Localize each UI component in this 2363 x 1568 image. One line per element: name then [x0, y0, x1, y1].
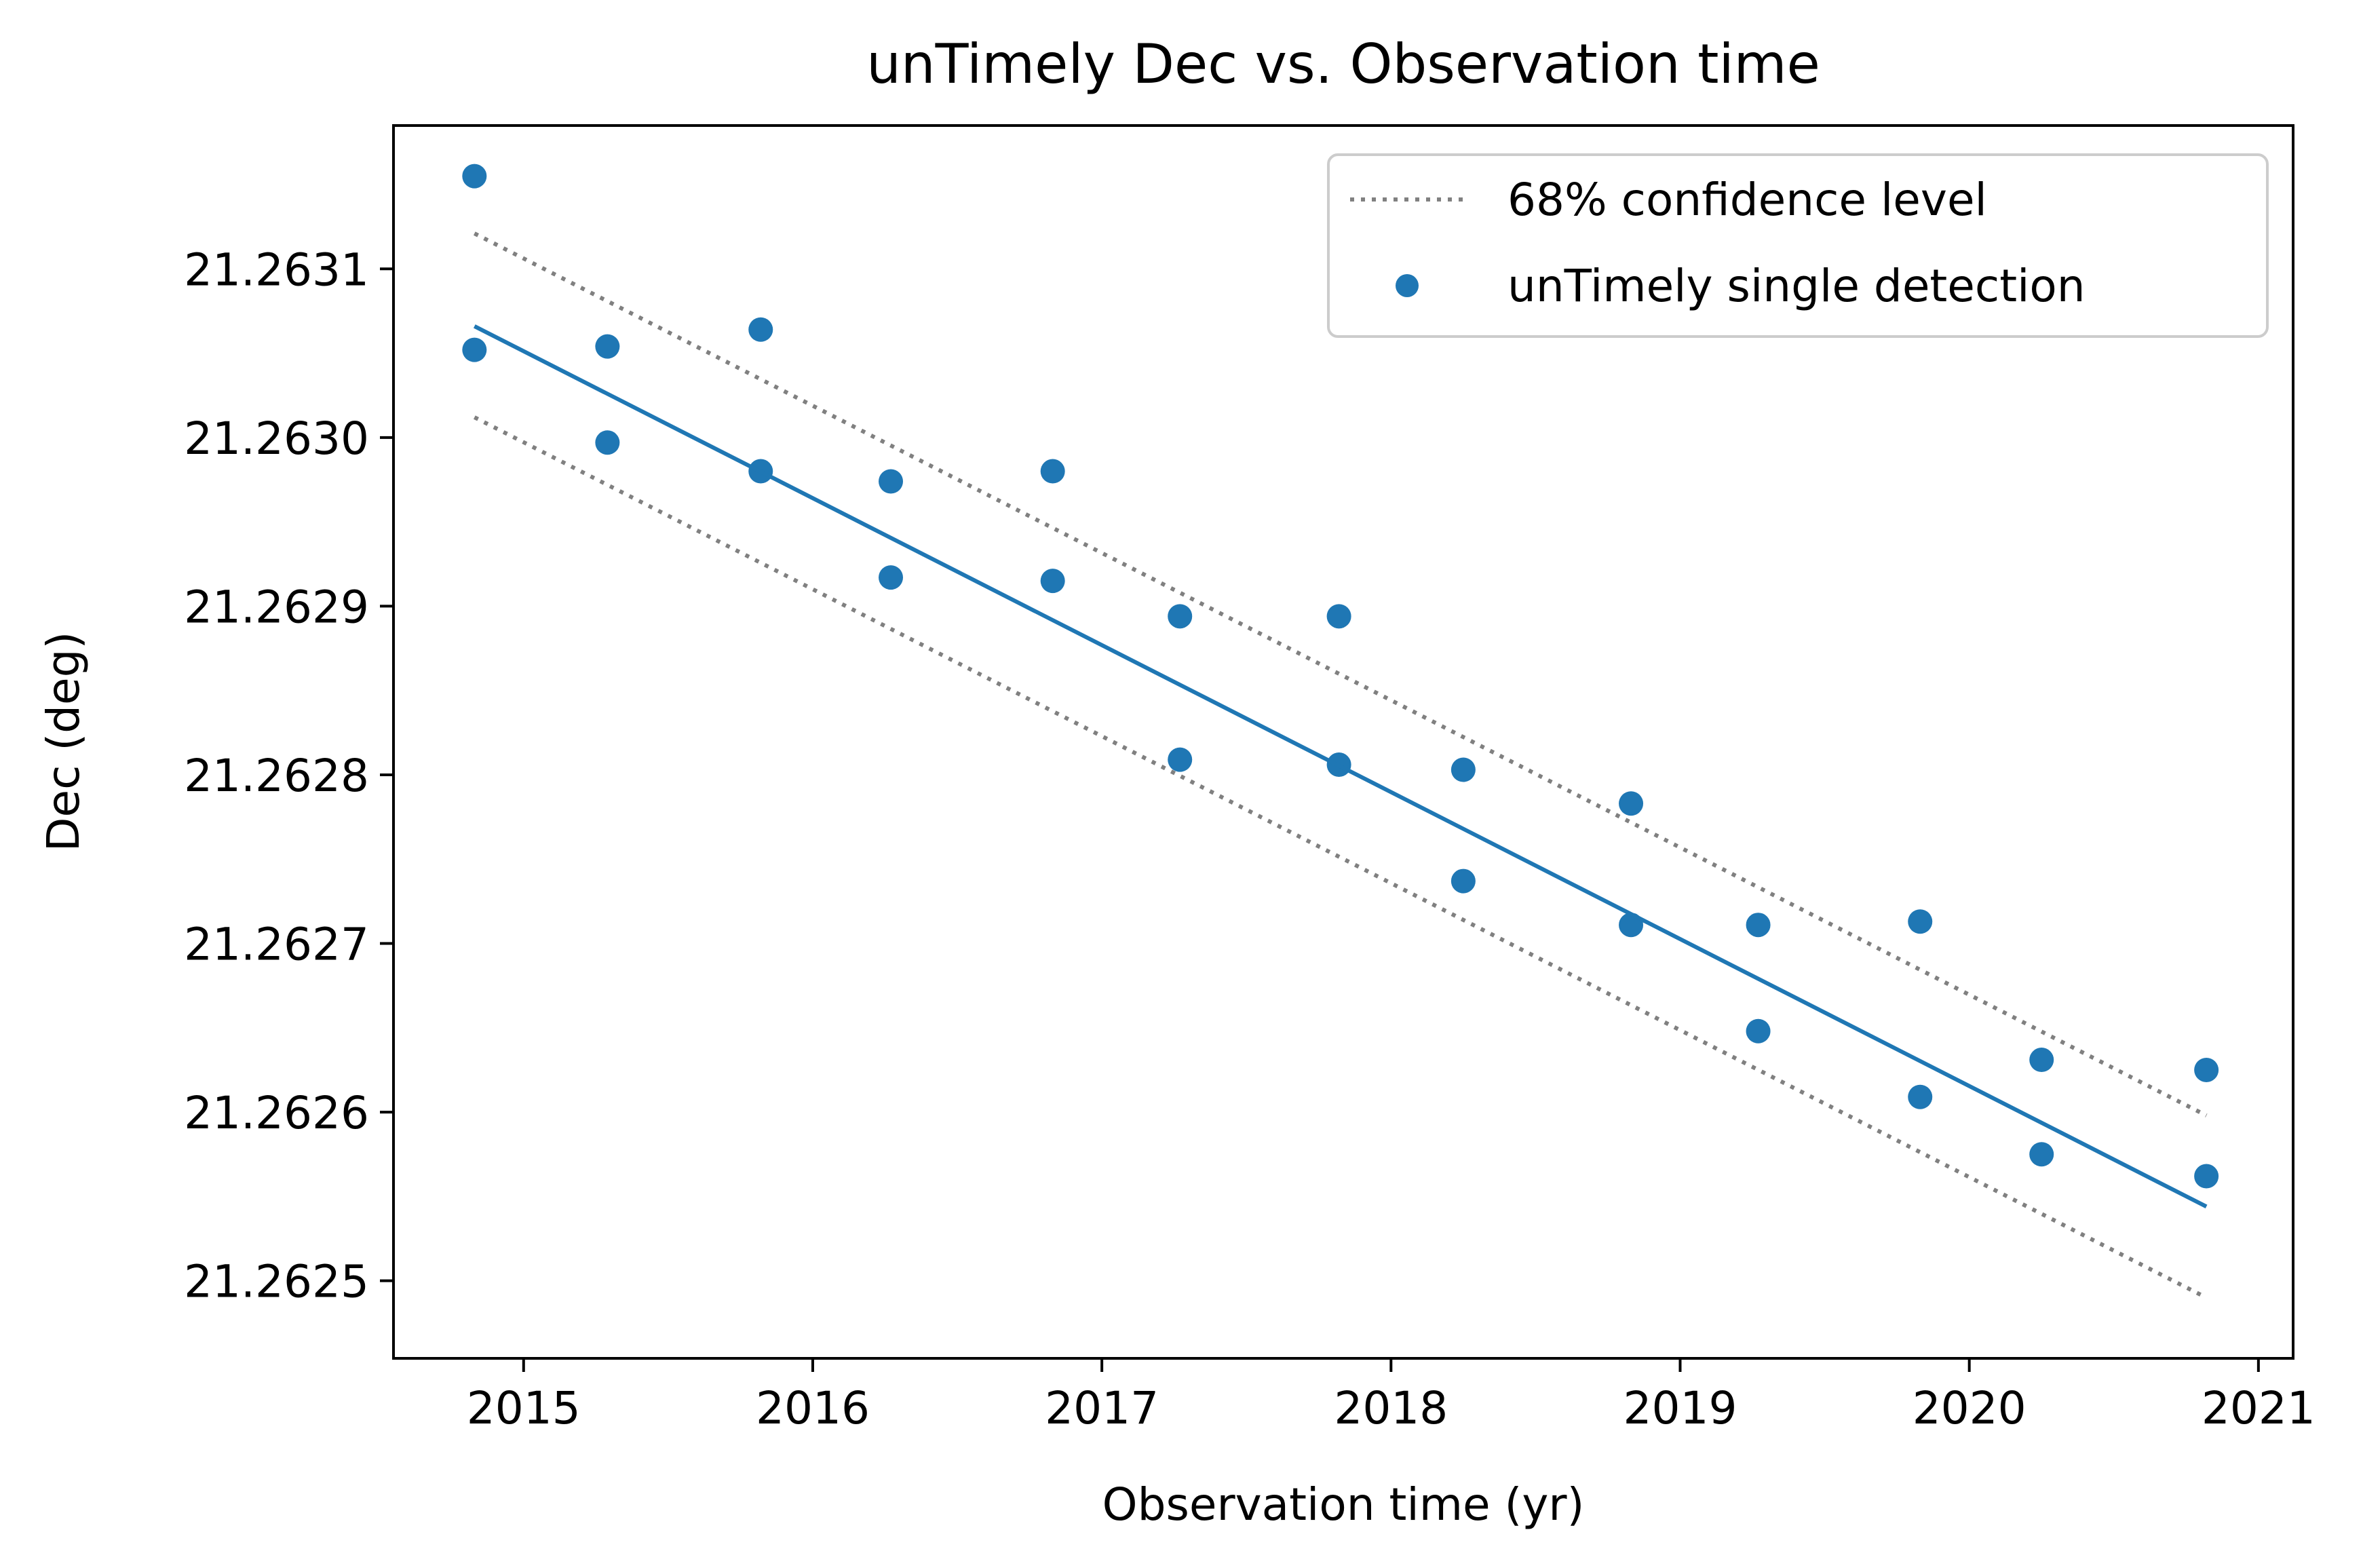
data-point: [1326, 604, 1351, 629]
data-point: [462, 164, 487, 189]
data-point: [1040, 459, 1065, 484]
data-point: [1451, 757, 1476, 782]
y-tick-label: 21.2630: [184, 413, 369, 465]
data-point: [879, 565, 904, 590]
y-tick-label: 21.2628: [184, 750, 369, 802]
data-point: [595, 430, 620, 455]
y-tick-label: 21.2626: [184, 1087, 369, 1139]
data-point: [1451, 868, 1476, 894]
data-point: [1619, 791, 1644, 816]
data-point: [1908, 909, 1933, 934]
legend-dot-swatch: [1396, 274, 1419, 297]
fit-line: [473, 324, 2208, 1208]
data-point: [2194, 1164, 2219, 1189]
plot-area: [462, 164, 2219, 1300]
x-tick-label: 2015: [467, 1382, 581, 1434]
data-point: [462, 337, 487, 362]
data-point: [1040, 569, 1065, 594]
data-point: [1168, 747, 1193, 772]
data-point: [1746, 913, 1771, 938]
data-point: [748, 317, 773, 342]
data-point: [1908, 1084, 1933, 1109]
x-tick-label: 2020: [1913, 1382, 2026, 1434]
y-tick-label: 21.2629: [184, 581, 369, 633]
data-point: [2194, 1057, 2219, 1082]
y-tick-label: 21.2625: [184, 1256, 369, 1308]
confidence-lower-line: [473, 415, 2208, 1300]
data-point: [595, 334, 620, 359]
data-point: [1746, 1018, 1771, 1044]
y-tick-label: 21.2627: [184, 919, 369, 971]
data-point: [1168, 604, 1193, 629]
data-point: [879, 469, 904, 494]
x-tick-label: 2019: [1624, 1382, 1737, 1434]
x-axis-label: Observation time (yr): [1102, 1478, 1585, 1531]
x-tick-label: 2017: [1045, 1382, 1159, 1434]
confidence-upper-line: [473, 231, 2208, 1117]
x-tick-label: 2021: [2202, 1382, 2316, 1434]
x-axis: 2015 2016 2017 2018 2019 2020 2021: [467, 1358, 2316, 1434]
data-point: [2029, 1142, 2054, 1167]
x-tick-label: 2016: [756, 1382, 870, 1434]
data-point: [2029, 1048, 2054, 1073]
chart-title: unTimely Dec vs. Observation time: [866, 33, 1820, 96]
x-tick-label: 2018: [1334, 1382, 1448, 1434]
y-axis: 21.2625 21.2626 21.2627 21.2628 21.2629 21.26…: [184, 244, 393, 1308]
legend-label-confidence: 68% confidence level: [1507, 174, 1987, 226]
legend-label-detection: unTimely single detection: [1507, 260, 2086, 312]
y-axis-label: Dec (deg): [37, 632, 90, 852]
legend-box: [1327, 153, 2269, 338]
legend: 68% confidence level unTimely single det…: [1327, 153, 2269, 338]
plot-frame: [392, 124, 2294, 1360]
y-tick-label: 21.2631: [184, 244, 369, 296]
